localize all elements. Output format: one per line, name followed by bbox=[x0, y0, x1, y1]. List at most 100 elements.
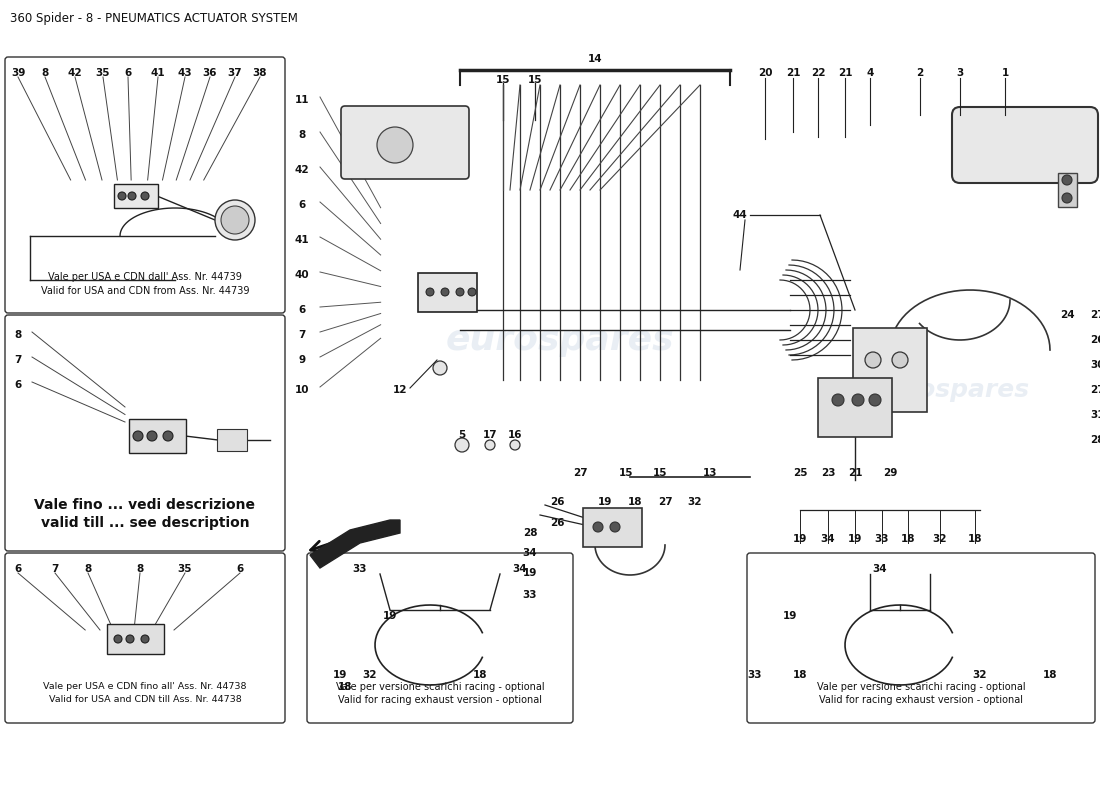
Text: 8: 8 bbox=[14, 330, 22, 340]
Text: 19: 19 bbox=[522, 568, 537, 578]
FancyBboxPatch shape bbox=[217, 429, 248, 451]
Text: 18: 18 bbox=[901, 534, 915, 544]
Polygon shape bbox=[310, 520, 400, 568]
Circle shape bbox=[163, 431, 173, 441]
Text: 19: 19 bbox=[848, 534, 862, 544]
Text: Valid for racing exhaust version - optional: Valid for racing exhaust version - optio… bbox=[338, 695, 542, 705]
Text: 31: 31 bbox=[1090, 410, 1100, 420]
FancyBboxPatch shape bbox=[6, 553, 285, 723]
Text: 8: 8 bbox=[136, 564, 144, 574]
Text: 34: 34 bbox=[821, 534, 835, 544]
Text: 32: 32 bbox=[933, 534, 947, 544]
Circle shape bbox=[214, 200, 255, 240]
Text: Valid for USA and CDN till Ass. Nr. 44738: Valid for USA and CDN till Ass. Nr. 4473… bbox=[48, 695, 241, 704]
Text: 41: 41 bbox=[295, 235, 309, 245]
Text: 6: 6 bbox=[298, 305, 306, 315]
Circle shape bbox=[133, 431, 143, 441]
Circle shape bbox=[892, 352, 907, 368]
Text: Vale fino ... vedi descrizione: Vale fino ... vedi descrizione bbox=[34, 498, 255, 512]
Text: 26: 26 bbox=[1090, 335, 1100, 345]
FancyBboxPatch shape bbox=[952, 107, 1098, 183]
Circle shape bbox=[141, 635, 149, 643]
Circle shape bbox=[852, 394, 864, 406]
Circle shape bbox=[141, 192, 149, 200]
Text: eurospares: eurospares bbox=[858, 626, 981, 645]
Text: 28: 28 bbox=[522, 528, 537, 538]
Text: Vale per USA e CDN dall' Ass. Nr. 44739: Vale per USA e CDN dall' Ass. Nr. 44739 bbox=[48, 272, 242, 282]
Text: Vale per USA e CDN fino all' Ass. Nr. 44738: Vale per USA e CDN fino all' Ass. Nr. 44… bbox=[43, 682, 246, 691]
Text: 26: 26 bbox=[550, 497, 564, 507]
Text: 12: 12 bbox=[393, 385, 407, 395]
Text: valid till ... see description: valid till ... see description bbox=[41, 516, 250, 530]
Circle shape bbox=[468, 288, 476, 296]
Text: 16: 16 bbox=[508, 430, 522, 440]
Circle shape bbox=[869, 394, 881, 406]
Text: Valid for racing exhaust version - optional: Valid for racing exhaust version - optio… bbox=[820, 695, 1023, 705]
FancyBboxPatch shape bbox=[107, 624, 164, 654]
Text: 6: 6 bbox=[14, 564, 22, 574]
Circle shape bbox=[128, 192, 136, 200]
Text: 19: 19 bbox=[793, 534, 807, 544]
Text: 41: 41 bbox=[151, 68, 165, 78]
Text: 30: 30 bbox=[1090, 360, 1100, 370]
Text: 27: 27 bbox=[1090, 310, 1100, 320]
FancyBboxPatch shape bbox=[818, 378, 892, 437]
Text: Valid for USA and CDN from Ass. Nr. 44739: Valid for USA and CDN from Ass. Nr. 4473… bbox=[41, 286, 250, 296]
Text: 34: 34 bbox=[513, 564, 527, 574]
Circle shape bbox=[441, 288, 449, 296]
Text: 33: 33 bbox=[353, 564, 367, 574]
Text: 42: 42 bbox=[68, 68, 82, 78]
Text: 22: 22 bbox=[811, 68, 825, 78]
Text: 34: 34 bbox=[522, 548, 537, 558]
Text: 15: 15 bbox=[652, 468, 668, 478]
Text: 15: 15 bbox=[528, 75, 542, 85]
FancyBboxPatch shape bbox=[852, 328, 927, 412]
Text: 3: 3 bbox=[956, 68, 964, 78]
Text: 32: 32 bbox=[363, 670, 377, 680]
Text: eurospares: eurospares bbox=[446, 323, 674, 357]
Circle shape bbox=[221, 206, 249, 234]
Text: 19: 19 bbox=[333, 670, 348, 680]
Text: 32: 32 bbox=[972, 670, 988, 680]
Text: 18: 18 bbox=[338, 682, 352, 692]
Text: 7: 7 bbox=[52, 564, 58, 574]
FancyBboxPatch shape bbox=[583, 508, 642, 547]
Text: 35: 35 bbox=[96, 68, 110, 78]
Text: 27: 27 bbox=[1090, 385, 1100, 395]
Circle shape bbox=[114, 635, 122, 643]
Circle shape bbox=[147, 431, 157, 441]
FancyBboxPatch shape bbox=[418, 273, 477, 312]
Circle shape bbox=[865, 352, 881, 368]
Text: 2: 2 bbox=[916, 68, 924, 78]
Text: eurospares: eurospares bbox=[123, 186, 246, 205]
Text: 5: 5 bbox=[459, 430, 465, 440]
Text: 8: 8 bbox=[42, 68, 48, 78]
Text: 8: 8 bbox=[85, 564, 91, 574]
Text: 44: 44 bbox=[733, 210, 747, 220]
Circle shape bbox=[433, 361, 447, 375]
Text: 13: 13 bbox=[703, 468, 717, 478]
FancyBboxPatch shape bbox=[341, 106, 469, 179]
Text: Vale per versione scarichi racing - optional: Vale per versione scarichi racing - opti… bbox=[336, 682, 544, 692]
Text: 26: 26 bbox=[550, 518, 564, 528]
Text: 19: 19 bbox=[783, 611, 798, 621]
Text: 38: 38 bbox=[253, 68, 267, 78]
Circle shape bbox=[426, 288, 434, 296]
Text: 15: 15 bbox=[618, 468, 634, 478]
Circle shape bbox=[455, 438, 469, 452]
Text: 37: 37 bbox=[228, 68, 242, 78]
Text: 33: 33 bbox=[522, 590, 537, 600]
Text: 6: 6 bbox=[124, 68, 132, 78]
Text: 18: 18 bbox=[968, 534, 982, 544]
FancyBboxPatch shape bbox=[6, 315, 285, 551]
Text: 19: 19 bbox=[383, 611, 397, 621]
Text: 35: 35 bbox=[178, 564, 192, 574]
Circle shape bbox=[832, 394, 844, 406]
Circle shape bbox=[1062, 193, 1072, 203]
Text: 11: 11 bbox=[295, 95, 309, 105]
Text: 4: 4 bbox=[867, 68, 873, 78]
Text: 25: 25 bbox=[793, 468, 807, 478]
Text: 19: 19 bbox=[597, 497, 613, 507]
Text: 42: 42 bbox=[295, 165, 309, 175]
Text: 29: 29 bbox=[883, 468, 898, 478]
